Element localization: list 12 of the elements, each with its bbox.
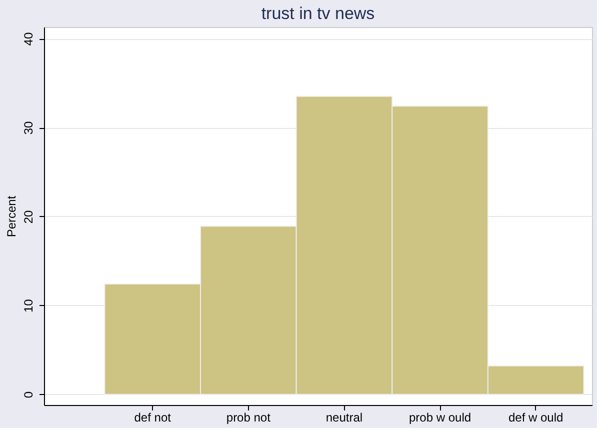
chart-title: trust in tv news bbox=[261, 4, 375, 23]
x-tick-label: def w ould bbox=[508, 410, 564, 424]
y-axis-title: Percent bbox=[4, 195, 18, 238]
x-tick-label: prob w ould bbox=[408, 410, 472, 424]
y-tick-label: 10 bbox=[22, 298, 36, 313]
y-tick-label: 30 bbox=[22, 121, 36, 135]
x-tick-label: neutral bbox=[326, 410, 363, 424]
y-tick-label: 40 bbox=[22, 32, 36, 46]
y-tick-label: 0 bbox=[22, 391, 36, 398]
x-tick-label: def not bbox=[134, 410, 172, 424]
x-tick-label: prob not bbox=[226, 410, 272, 424]
y-tick-label: 20 bbox=[22, 210, 36, 224]
